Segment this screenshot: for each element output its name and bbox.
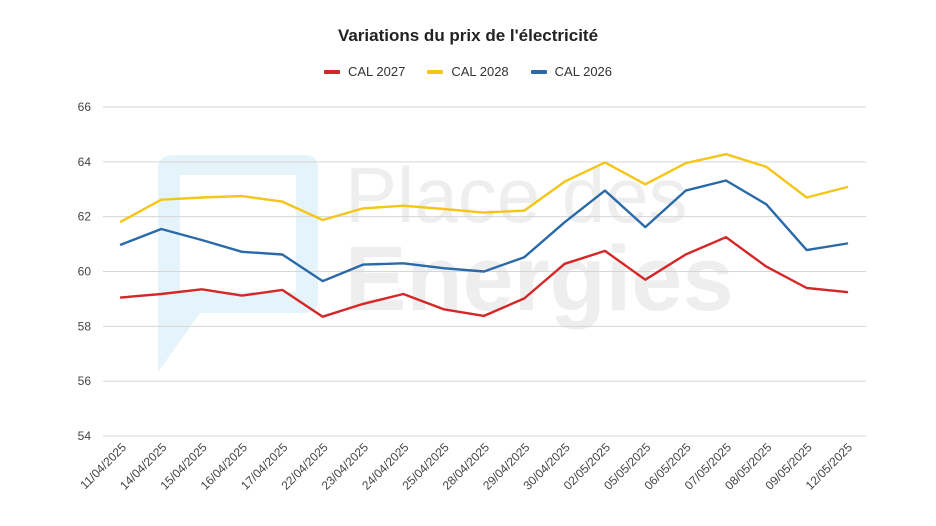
y-tick-label: 56 (78, 374, 92, 388)
y-tick-label: 66 (78, 100, 92, 114)
y-axis-labels: 54 56 58 60 62 64 66 (78, 100, 92, 443)
series-line-cal-2028 (119, 152, 849, 223)
gridlines (103, 106, 866, 437)
legend-label: CAL 2027 (347, 64, 406, 79)
legend-swatch (323, 69, 340, 74)
y-tick-label: 58 (78, 319, 92, 333)
legend-label: CAL 2026 (554, 64, 613, 79)
series-lines (119, 152, 849, 318)
y-tick-label: 62 (78, 210, 92, 224)
series-line-cal-2026 (119, 179, 849, 283)
y-tick-label: 60 (78, 265, 92, 279)
x-axis-labels: 11/04/202514/04/202515/04/202516/04/2025… (77, 440, 855, 493)
legend-label: CAL 2028 (451, 64, 509, 79)
watermark-text-line1: Place des (345, 151, 688, 239)
legend-item: CAL 2027 (323, 64, 406, 79)
chart-title: Variations du prix de l'électricité (337, 26, 599, 45)
watermark-speech-bubble-icon (158, 155, 318, 372)
y-tick-label: 54 (78, 429, 92, 443)
legend-item: CAL 2028 (427, 64, 509, 79)
series-line-cal-2027 (119, 235, 849, 318)
y-tick-label: 64 (78, 155, 92, 169)
legend-swatch (530, 69, 547, 74)
legend: CAL 2027 CAL 2028 CAL 2026 (0, 64, 936, 79)
legend-item: CAL 2026 (530, 64, 613, 79)
legend-swatch (427, 69, 444, 74)
